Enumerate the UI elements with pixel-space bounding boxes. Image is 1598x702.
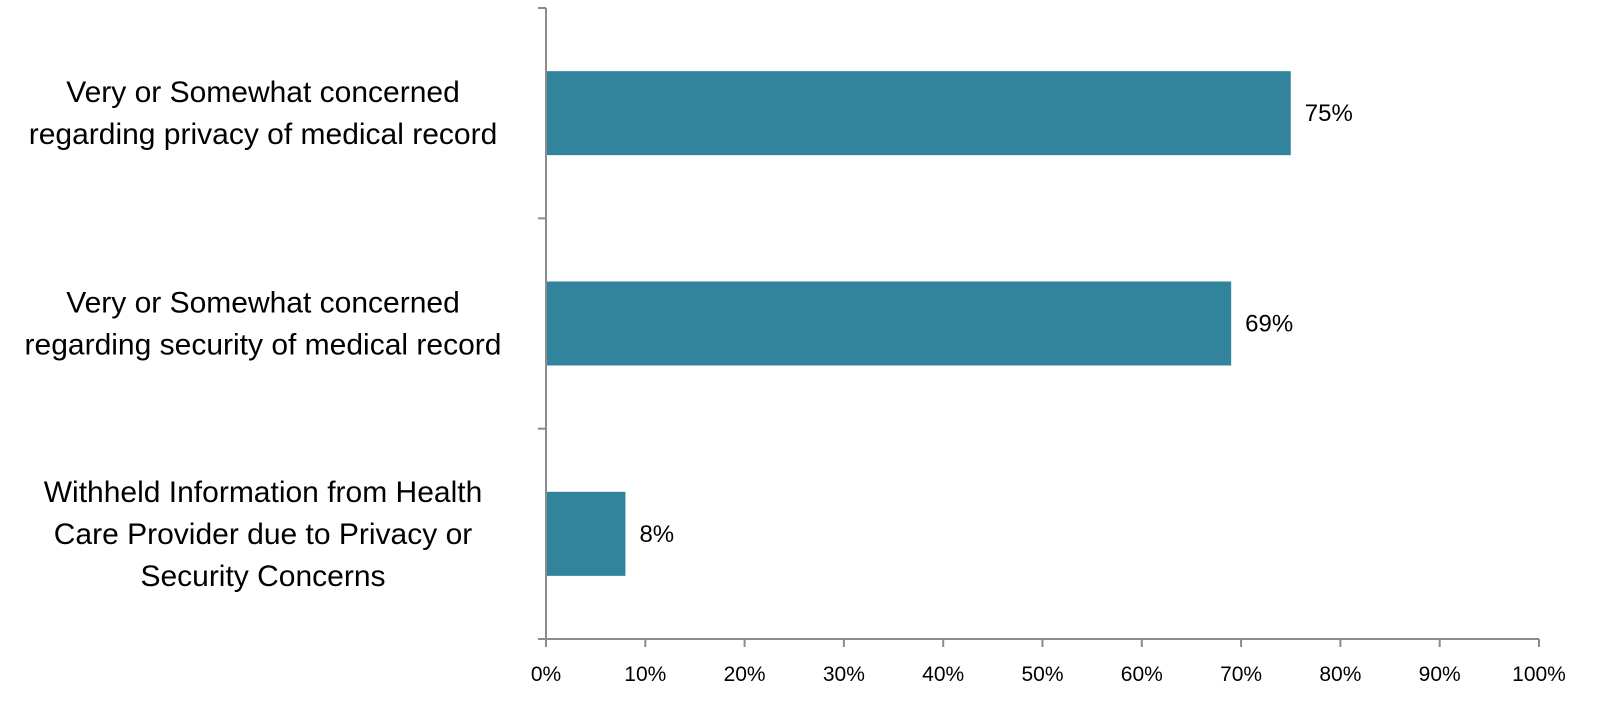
category-label-line: Very or Somewhat concerned <box>66 287 460 320</box>
category-label-line: Very or Somewhat concerned <box>66 76 460 109</box>
labels-layer: 75% Very or Somewhat concerned regarding p… <box>25 76 1566 686</box>
category-label-line: Care Provider due to Privacy or <box>54 518 473 551</box>
bars-layer <box>546 71 1291 576</box>
category-label: Withheld Information from Health Care Pro… <box>44 476 483 593</box>
x-tick-label: 0% <box>531 663 561 686</box>
x-tick-label: 20% <box>724 663 766 686</box>
data-label: 8% <box>639 521 674 548</box>
category-label-line: regarding privacy of medical record <box>29 118 498 151</box>
category-label-line: Withheld Information from Health <box>44 476 483 509</box>
data-label: 69% <box>1245 311 1293 338</box>
category-label: Very or Somewhat concerned regarding priv… <box>29 76 498 151</box>
data-label: 75% <box>1305 100 1353 127</box>
x-tick-label: 60% <box>1121 663 1163 686</box>
x-tick-label: 30% <box>823 663 865 686</box>
bar <box>546 71 1291 156</box>
x-tick-label: 40% <box>922 663 964 686</box>
x-tick-label: 100% <box>1512 663 1566 686</box>
bar <box>546 491 626 576</box>
x-tick-label: 50% <box>1021 663 1063 686</box>
category-label-line: Security Concerns <box>140 560 385 593</box>
x-tick-label: 90% <box>1419 663 1461 686</box>
x-tick-label: 80% <box>1319 663 1361 686</box>
x-tick-label: 10% <box>624 663 666 686</box>
category-label: Very or Somewhat concerned regarding secu… <box>25 287 502 362</box>
bar <box>546 281 1232 366</box>
x-tick-label: 70% <box>1220 663 1262 686</box>
category-label-line: regarding security of medical record <box>25 329 502 362</box>
axes-layer <box>538 7 1540 647</box>
